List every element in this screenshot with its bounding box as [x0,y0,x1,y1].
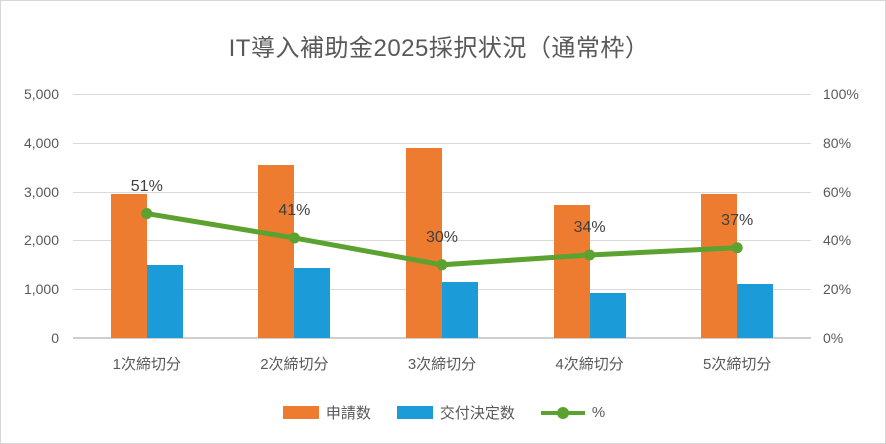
left-axis-tick: 2,000 [23,232,59,249]
percent-line-marker [141,208,153,220]
left-axis-tick: 0 [51,330,59,346]
percent-line-marker [731,242,743,254]
category-label: 4次締切分 [555,356,624,373]
percent-line-series [141,208,743,271]
bar-grants [737,284,774,338]
bar-applications [258,164,295,338]
right-axis-tick: 80% [823,134,852,151]
percent-line-marker [436,259,448,271]
x-axis-line [73,337,811,339]
category-label: 2次締切分 [260,356,329,373]
chart-legend: 申請数 交付決定数 % [1,402,886,423]
bar-grants [589,293,626,338]
gridline [73,191,811,193]
right-axis-tick: 60% [823,183,852,200]
right-axis-tick: 100% [823,86,859,102]
percent-data-label: 41% [278,201,311,219]
percent-data-label: 34% [573,219,606,237]
legend-item-grants: 交付決定数 [396,402,515,423]
left-axis-tick: 4,000 [23,134,59,151]
bar-applications [406,148,442,338]
percent-data-label: 30% [425,228,459,246]
legend-swatch-applications [282,406,319,419]
category-label: 1次締切分 [112,356,181,373]
legend-label-percent: % [591,404,606,421]
right-axis-tick: 0% [823,330,844,346]
right-axis-tick: 40% [823,232,852,249]
legend-line-marker-icon [540,406,585,419]
bar-grants [442,281,478,338]
category-label: 3次締切分 [407,356,477,373]
chart-title: IT導入補助金2025採択状況（通常枠） [228,35,650,62]
left-axis-tick: 5,000 [23,86,59,102]
bar-applications [110,194,147,338]
percent-line-marker [584,249,596,261]
bar-applications [553,205,590,338]
percent-line-marker [288,232,300,244]
bar-applications [701,193,738,338]
legend-label-grants: 交付決定数 [439,405,515,422]
bar-grants [146,264,183,338]
gridline [73,240,811,242]
gridline [73,142,811,144]
legend-item-percent: % [540,404,606,421]
left-axis-tick: 1,000 [23,281,59,298]
percent-data-label: 51% [130,177,163,195]
percent-data-label: 37% [721,211,754,229]
left-axis-tick: 3,000 [23,183,59,200]
gridline [73,94,811,95]
legend-label-applications: 申請数 [325,405,371,422]
right-axis-tick: 20% [823,281,852,298]
bar-grants [294,268,331,338]
legend-swatch-grants [396,406,433,419]
legend-item-applications: 申請数 [282,402,371,423]
category-label: 5次締切分 [703,356,772,373]
